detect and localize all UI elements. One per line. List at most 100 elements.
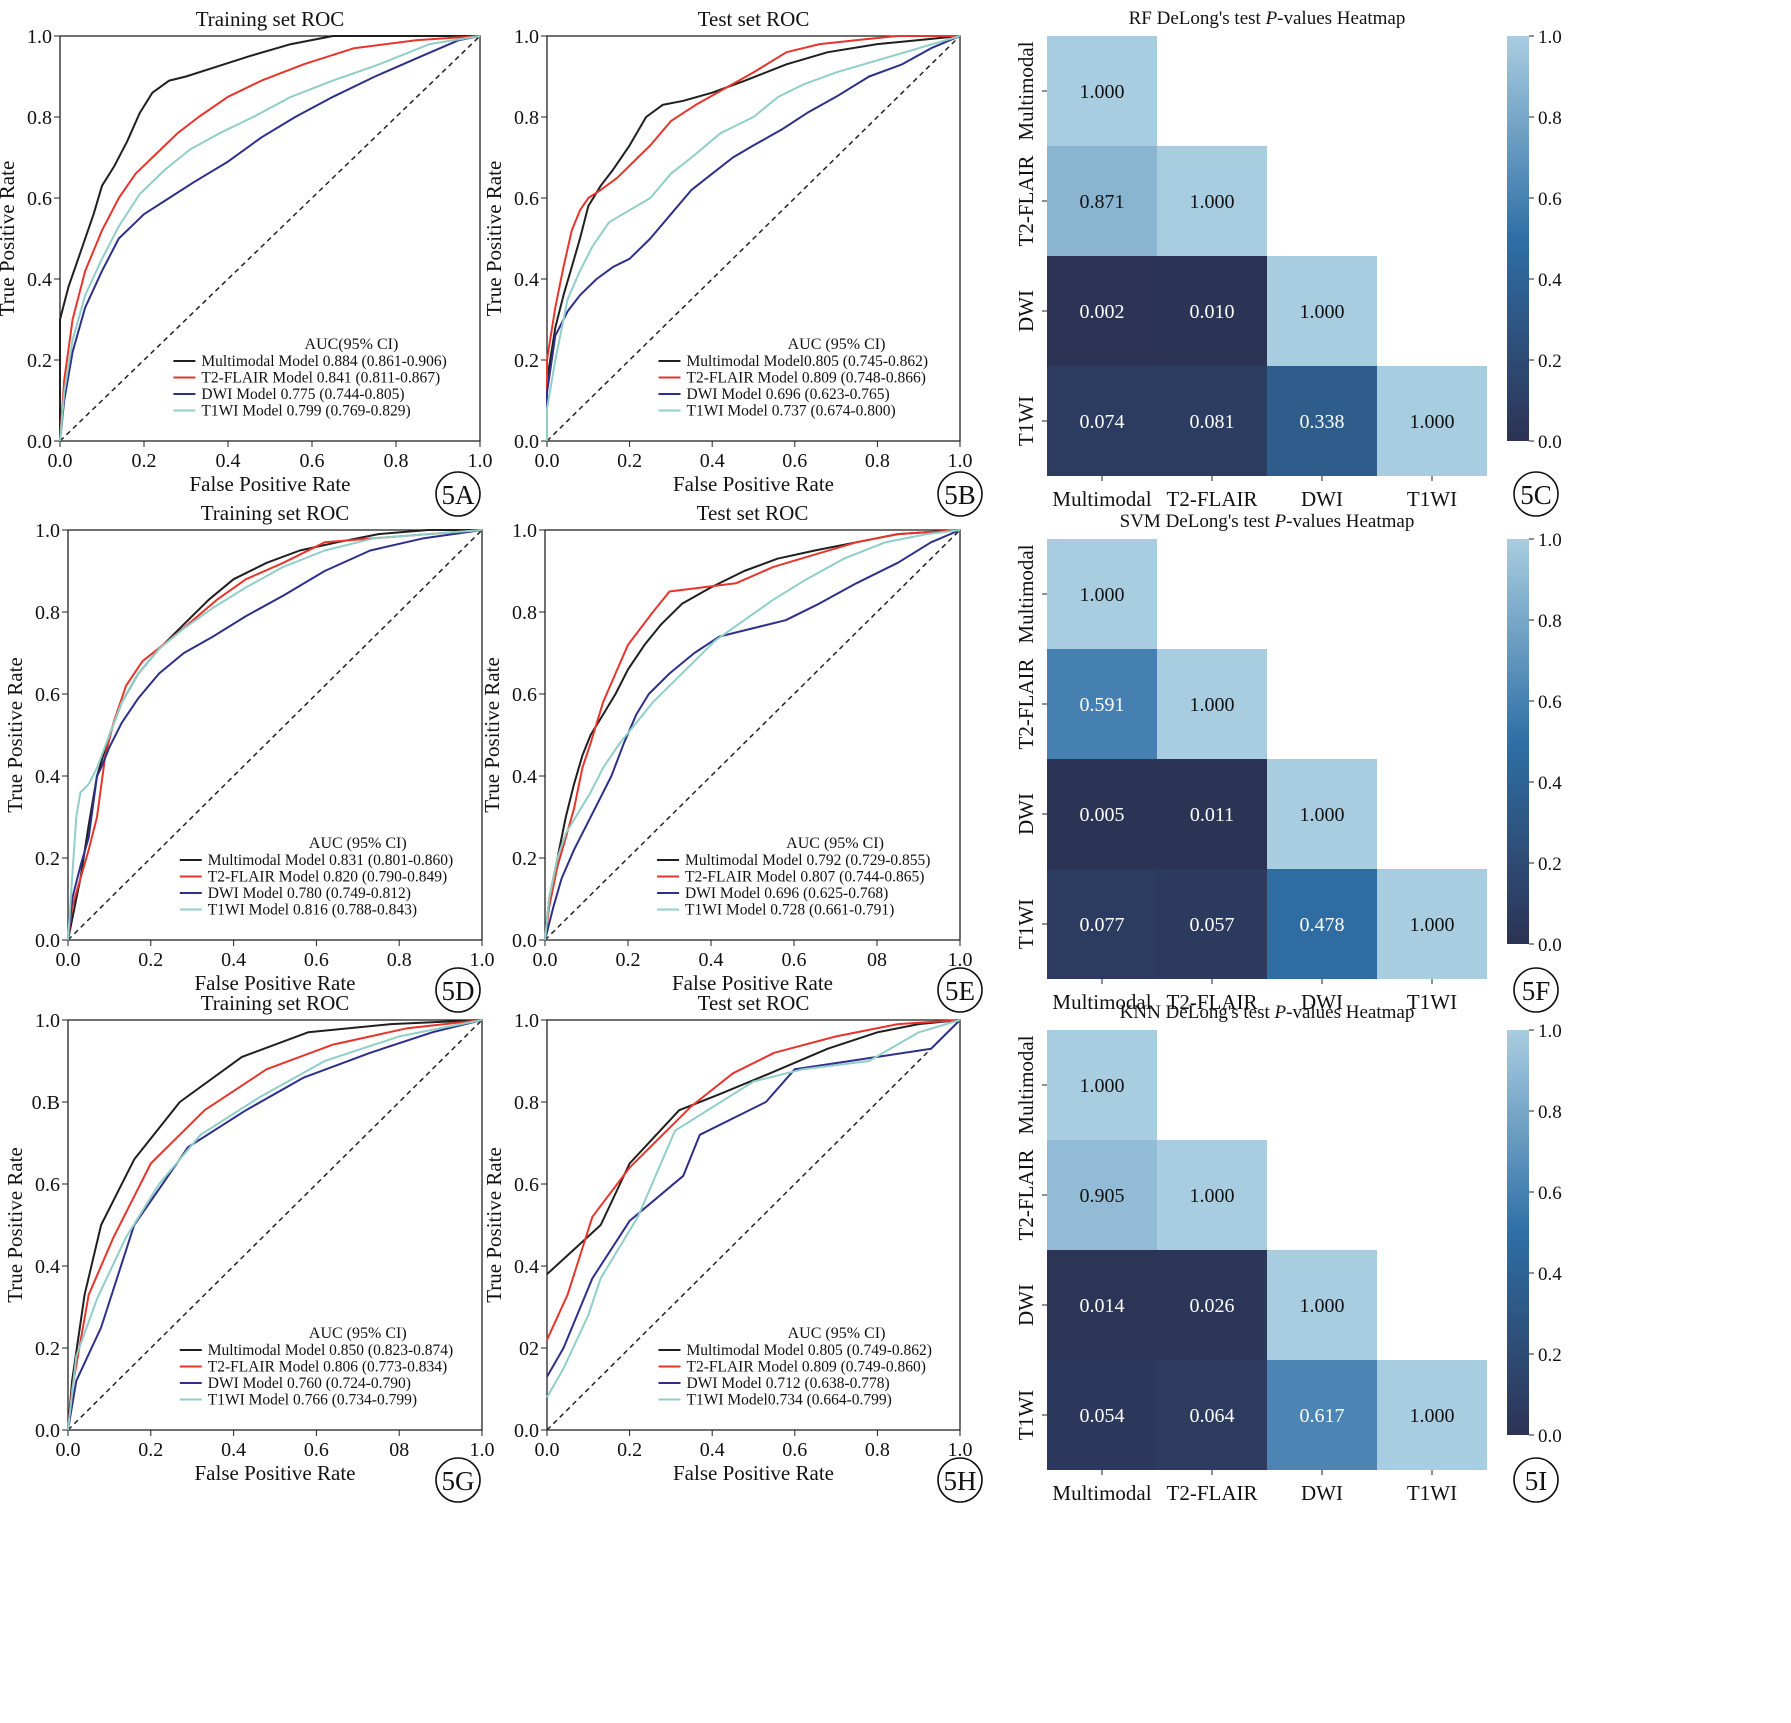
heatmap-value: 0.871 xyxy=(1080,191,1125,213)
y-tick-label: 0.0 xyxy=(27,431,52,453)
heatmap-title: KNN DeLong's test P-values Heatmap xyxy=(1120,1002,1415,1023)
heatmap-value: 1.000 xyxy=(1080,584,1125,606)
heatmap-x-label: T2-FLAIR xyxy=(1167,990,1258,1014)
heatmap-title-pre: RF DeLong's test xyxy=(1129,8,1266,29)
panel-label: 5B xyxy=(944,480,976,510)
y-tick-label: 0.0 xyxy=(512,930,537,952)
heatmap-x-label: T1WI xyxy=(1407,1481,1457,1505)
heatmap-cell xyxy=(1047,146,1157,256)
roc-line-t2flair xyxy=(67,1019,483,1431)
legend-entry: Multimodal Model 0.805 (0.749-0.862) xyxy=(687,1342,932,1359)
roc-line-multimodal xyxy=(546,35,961,441)
legend-entry: DWI Model 0.712 (0.638-0.778) xyxy=(687,1375,890,1392)
heatmap-x-label: DWI xyxy=(1301,1481,1343,1505)
heatmap-title-pre: SVM DeLong's test xyxy=(1120,511,1275,532)
panel-label-circle xyxy=(937,1457,983,1503)
y-axis-label: True Positive Rate xyxy=(3,1147,27,1303)
heatmap-cell xyxy=(1157,1360,1267,1470)
heatmap-value: 0.011 xyxy=(1190,804,1234,826)
x-axis-label: False Positive Rate xyxy=(190,472,351,496)
y-tick-label: 0.8 xyxy=(514,107,539,129)
heatmap-value: 1.000 xyxy=(1300,804,1345,826)
x-tick-label: 0.0 xyxy=(535,1439,560,1461)
legend-entry: T1WI Model0.734 (0.664-0.799) xyxy=(687,1392,892,1409)
chance-diagonal xyxy=(59,35,481,442)
x-tick-label: 0.0 xyxy=(533,949,558,971)
roc-line-t1wi xyxy=(546,1019,961,1398)
heatmap-cell xyxy=(1047,649,1157,759)
x-tick-label: 0.8 xyxy=(387,949,412,971)
panel-label-circle xyxy=(937,471,983,517)
panel-5e: Test set ROC 0.0 0.2 0.4 0.6 08 1.0 0.0 0.2 0.4 0.… xyxy=(480,501,983,1013)
heatmap-x-label: DWI xyxy=(1301,487,1343,511)
legend-entry: DWI Model 0.696 (0.623-0.765) xyxy=(687,386,890,403)
chart-title: Training set ROC xyxy=(201,501,350,525)
heatmap-x-label: T2-FLAIR xyxy=(1167,487,1258,511)
heatmap-y-label: T2-FLAIR xyxy=(1014,659,1038,750)
y-tick-label: 0.2 xyxy=(512,848,537,870)
x-tick-label: 0.4 xyxy=(700,450,725,472)
panel-5i: KNN DeLong's test P-values Heatmap 1.000 0… xyxy=(1014,1002,1562,1505)
heatmap-value: 1.000 xyxy=(1300,301,1345,323)
x-tick-label: 0.2 xyxy=(138,1439,163,1461)
y-axis-label: True Positive Rate xyxy=(3,657,27,813)
legend-title: AUC (95% CI) xyxy=(788,1325,886,1342)
panel-5d: Training set ROC 0.0 0.2 0.4 0.6 0.8 1.0 0.0 0.2… xyxy=(3,501,495,1013)
roc-line-t1wi xyxy=(546,35,961,441)
heatmap-cell xyxy=(1157,649,1267,759)
colorbar-tick-label: 0.0 xyxy=(1538,935,1562,956)
legend-entry: Multimodal Model 0.884 (0.861-0.906) xyxy=(201,353,446,370)
panel-label: 5C xyxy=(1520,480,1552,510)
roc-line-multimodal xyxy=(59,35,480,441)
heatmap-title-post: -values Heatmap xyxy=(1286,1002,1414,1023)
colorbar-tick-label: 0.8 xyxy=(1538,1102,1562,1123)
heatmap-cell xyxy=(1267,256,1377,366)
roc-line-t1wi xyxy=(544,529,961,941)
panel-label-circle xyxy=(435,471,481,517)
y-tick-label: 0.6 xyxy=(514,1174,539,1196)
legend-entry: T1WI Model 0.737 (0.674-0.800) xyxy=(687,403,896,420)
heatmap-y-label: Multimodal xyxy=(1014,544,1038,643)
y-tick-label: 0.4 xyxy=(35,766,60,788)
heatmap-cell xyxy=(1047,366,1157,476)
panel-label-circle xyxy=(1513,967,1559,1013)
heatmap-title-italic: P xyxy=(1265,8,1278,29)
heatmap-value: 1.000 xyxy=(1190,694,1235,716)
colorbar-tick-label: 1.0 xyxy=(1538,1021,1562,1042)
y-tick-label: 0.6 xyxy=(514,188,539,210)
y-axis-label: True Positive Rate xyxy=(482,1147,506,1303)
x-tick-label: 0.6 xyxy=(782,450,807,472)
x-tick-label: 0.2 xyxy=(138,949,163,971)
legend-title: AUC (95% CI) xyxy=(788,336,886,353)
heatmap-title: RF DeLong's test P-values Heatmap xyxy=(1129,8,1406,29)
heatmap-x-label: T1WI xyxy=(1407,990,1457,1014)
panel-label-circle xyxy=(1513,471,1559,517)
x-tick-label: 0.4 xyxy=(700,1439,725,1461)
heatmap-x-label: Multimodal xyxy=(1052,990,1151,1014)
y-tick-label: 02 xyxy=(519,1338,539,1360)
chance-diagonal xyxy=(544,529,961,941)
heatmap-cell xyxy=(1157,1250,1267,1360)
x-tick-label: 08 xyxy=(867,949,887,971)
y-tick-label: 0.2 xyxy=(27,350,52,372)
heatmap-cell xyxy=(1047,1030,1157,1140)
chart-title: Test set ROC xyxy=(698,7,810,31)
heatmap-title-post: -values Heatmap xyxy=(1277,8,1405,29)
roc-line-t2flair xyxy=(67,529,483,941)
y-axis-label: True Positive Rate xyxy=(482,161,506,317)
legend-entry: Multimodal Model0.805 (0.745-0.862) xyxy=(687,353,929,370)
y-tick-label: 0.8 xyxy=(35,602,60,624)
heatmap-value: 0.014 xyxy=(1080,1295,1125,1317)
y-tick-label: 1.0 xyxy=(514,1010,539,1032)
heatmap-title-italic: P xyxy=(1274,511,1287,532)
heatmap-value: 1.000 xyxy=(1410,1405,1455,1427)
legend-entry: T2-FLAIR Model 0.820 (0.790-0.849) xyxy=(208,869,447,886)
roc-line-multimodal xyxy=(544,529,961,941)
heatmap-cell xyxy=(1267,1360,1377,1470)
roc-line-t1wi xyxy=(67,1019,483,1431)
panel-5a: Training set ROC 0.0 0.2 0.4 0.6 0.8 1.0 0.0 0.2… xyxy=(0,7,493,517)
panel-label: 5H xyxy=(944,1466,977,1496)
heatmap-value: 0.478 xyxy=(1300,914,1345,936)
y-tick-label: 0.4 xyxy=(514,269,539,291)
